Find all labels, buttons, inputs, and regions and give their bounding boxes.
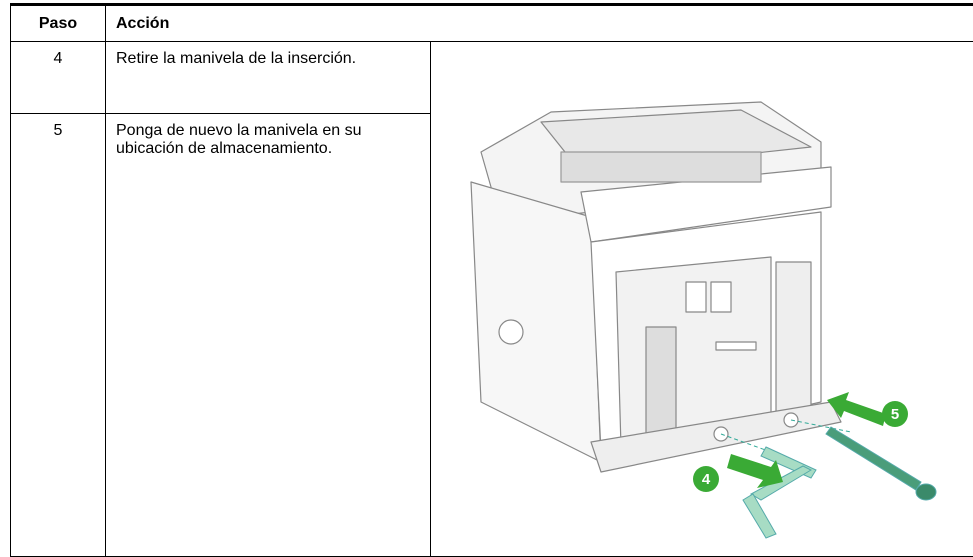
illustration-cell: 4 5: [431, 42, 973, 557]
illustration: 4 5: [431, 42, 973, 556]
procedure-table: Paso Acción 4 Retire la manivela de la i…: [10, 3, 973, 557]
header-cell: Acción: [106, 5, 973, 42]
header-cell: Paso: [11, 5, 106, 42]
step-cell: 5: [11, 114, 106, 557]
step-cell: 4: [11, 42, 106, 114]
header-row: Paso Acción: [11, 5, 973, 42]
action-cell: Retire la manivela de la inserción.: [106, 42, 431, 114]
table-row: 4 Retire la manivela de la inserción.: [11, 42, 973, 114]
callout: 4: [702, 471, 711, 488]
callout: 5: [891, 406, 899, 423]
action-cell: Ponga de nuevo la manivela en su ubicaci…: [106, 114, 431, 557]
